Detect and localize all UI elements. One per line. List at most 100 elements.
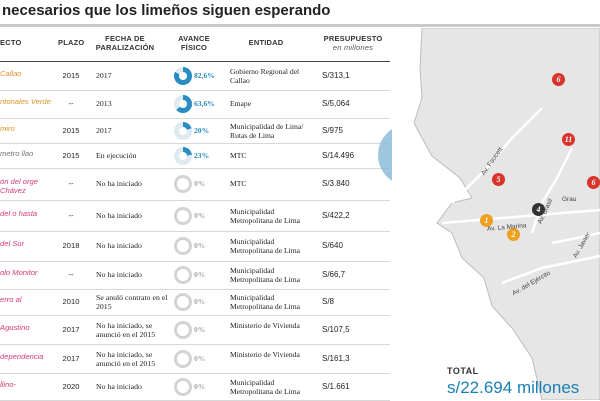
header-entidad: ENTIDAD xyxy=(248,38,284,47)
table-row: llino- 2020 No ha iniciado 0% Municipalidad … xyxy=(0,373,390,401)
table-row: del Sur 2018 No ha iniciado 0% Municipalidad… xyxy=(0,231,390,262)
plazo-cell: 2020 xyxy=(62,382,80,391)
projects-table: ECTO PLAZO FECHA DE PARALIZACIÓN AVANCE … xyxy=(0,28,390,401)
progress-pie-hole xyxy=(179,100,187,108)
entidad-cell: Municipalidad Metropolitana de Lima xyxy=(230,293,301,311)
progress-pie xyxy=(174,147,192,165)
total-value: s/22.694 millones xyxy=(447,378,580,397)
budget-cell: S/1.661 xyxy=(322,382,350,391)
entidad-cell: Gobierno Regional del Callao xyxy=(230,67,300,85)
entidad-cell: Emape xyxy=(230,99,252,108)
header-plazo: PLAZO xyxy=(58,38,85,47)
progress-pie xyxy=(174,207,192,225)
entidad-cell: MTC xyxy=(230,179,247,188)
entidad-cell: Municipalidad Metropolitana de Lima xyxy=(230,207,301,225)
plazo-cell: 2018 xyxy=(62,241,80,250)
entidad-cell: Ministerio de Vivienda xyxy=(230,321,300,330)
budget-cell: S/66,7 xyxy=(322,270,346,279)
progress-pie-hole xyxy=(179,72,187,80)
table-row: Callao 2015 2017 82,6% Gobierno Regional del… xyxy=(0,62,390,91)
table-row: del o hasta -- No ha iniciado 0% Municipalid… xyxy=(0,200,390,232)
entidad-cell: Municipalidad Metropolitana de Lima xyxy=(230,266,301,284)
map-marker: 1 xyxy=(480,214,493,227)
progress-pie xyxy=(174,350,192,368)
plazo-cell: 2015 xyxy=(62,71,80,80)
table-row: ón del orge Chávez -- No ha iniciado 0% MTC S… xyxy=(0,168,390,201)
map: 6 11 5 4 1 2 6 Av. Faucett Av. La Marina Av. B… xyxy=(392,28,600,400)
fecha-cell: No ha iniciado xyxy=(96,179,142,188)
progress-pie xyxy=(174,266,192,284)
plazo-cell: -- xyxy=(68,99,74,108)
table-row: mirо 2015 2017 20% Municipalidad de Lima/ Ru… xyxy=(0,118,390,144)
table-row: metro llao 2015 En ejecución 23% MTC S/14.496 xyxy=(0,143,390,169)
header-avance: AVANCE FÍSICO xyxy=(178,34,210,52)
fecha-cell: En ejecución xyxy=(96,151,137,160)
budget-cell: S/8 xyxy=(322,297,335,306)
progress-pie xyxy=(174,175,192,193)
project-name: erro al xyxy=(0,295,22,304)
progress-pie-hole xyxy=(179,127,187,135)
fecha-cell: No ha iniciado xyxy=(96,241,142,250)
project-name: ón del orge Chávez xyxy=(0,177,38,195)
map-marker: 6 xyxy=(587,176,600,189)
budget-cell: S/161,3 xyxy=(322,354,350,363)
plazo-cell: -- xyxy=(68,211,74,220)
land-area xyxy=(413,28,600,400)
project-name: olo Monitor xyxy=(0,268,38,277)
project-name: dependencia xyxy=(0,352,44,361)
header-presupuesto-label: PRESUPUESTO xyxy=(323,34,383,43)
table-header: ECTO PLAZO FECHA DE PARALIZACIÓN AVANCE … xyxy=(0,28,390,60)
progress-percent: 0% xyxy=(194,241,206,250)
map-marker: 5 xyxy=(492,173,505,186)
map-marker: 6 xyxy=(552,73,565,86)
map-marker: 2 xyxy=(507,228,520,241)
project-name: del Sur xyxy=(0,239,25,248)
entidad-cell: Ministerio de Vivienda xyxy=(230,350,300,359)
budget-cell: S/14.496 xyxy=(322,151,355,160)
budget-cell: S/3.840 xyxy=(322,179,350,188)
progress-pie xyxy=(174,293,192,311)
progress-pie xyxy=(174,237,192,255)
project-name: Callao xyxy=(0,69,22,78)
fecha-cell: No ha iniciado xyxy=(96,211,142,220)
fecha-cell: 2013 xyxy=(96,99,112,108)
progress-percent: 23% xyxy=(194,151,210,160)
progress-pie xyxy=(174,378,192,396)
progress-percent: 20% xyxy=(194,126,210,135)
plazo-cell: 2015 xyxy=(62,151,80,160)
fecha-cell: No ha iniciado, se anunció en el 2015 xyxy=(96,350,156,368)
table-row: erro al 2010 Se anuló contrato en el 2015 0… xyxy=(0,289,390,316)
fecha-cell: 2017 xyxy=(96,126,112,135)
progress-percent: 82,6% xyxy=(194,71,215,80)
plazo-cell: 2017 xyxy=(62,325,80,334)
progress-pie xyxy=(174,321,192,339)
title-divider xyxy=(0,24,600,27)
project-name: Agustino xyxy=(0,323,30,332)
road-marina xyxy=(441,208,600,225)
fecha-cell: No ha iniciado xyxy=(96,382,142,391)
table-row: dependencia 2017 No ha iniciado, se anunci… xyxy=(0,344,390,374)
progress-percent: 0% xyxy=(194,382,206,391)
entidad-cell: Municipalidad de Lima/ Rutas de Lima xyxy=(230,122,304,140)
plazo-cell: 2015 xyxy=(62,126,80,135)
progress-percent: 0% xyxy=(194,211,206,220)
entidad-cell: Municipalidad Metropolitana de Lima xyxy=(230,237,301,255)
entidad-cell: Municipalidad Metropolitana de Lima xyxy=(230,378,301,396)
progress-pie xyxy=(174,95,192,113)
header-presupuesto: PRESUPUESTO en millones xyxy=(318,34,388,52)
progress-percent: 0% xyxy=(194,270,206,279)
header-fecha: FECHA DE PARALIZACIÓN xyxy=(95,34,155,52)
table-row: olo Monitor -- No ha iniciado 0% Municipalid… xyxy=(0,261,390,290)
progress-pie-hole xyxy=(179,152,187,160)
street-grau: Grau xyxy=(562,196,577,203)
total-label: TOTAL xyxy=(447,366,479,376)
plazo-cell: -- xyxy=(68,270,74,279)
fecha-cell: No ha iniciado, se anunció en el 2015 xyxy=(96,321,156,339)
header-divider xyxy=(0,61,390,62)
road-javier xyxy=(551,231,600,245)
map-svg xyxy=(392,28,600,400)
road-ejercito xyxy=(501,254,600,285)
progress-percent: 0% xyxy=(194,325,206,334)
progress-pie xyxy=(174,67,192,85)
fecha-cell: 2017 xyxy=(96,71,112,80)
